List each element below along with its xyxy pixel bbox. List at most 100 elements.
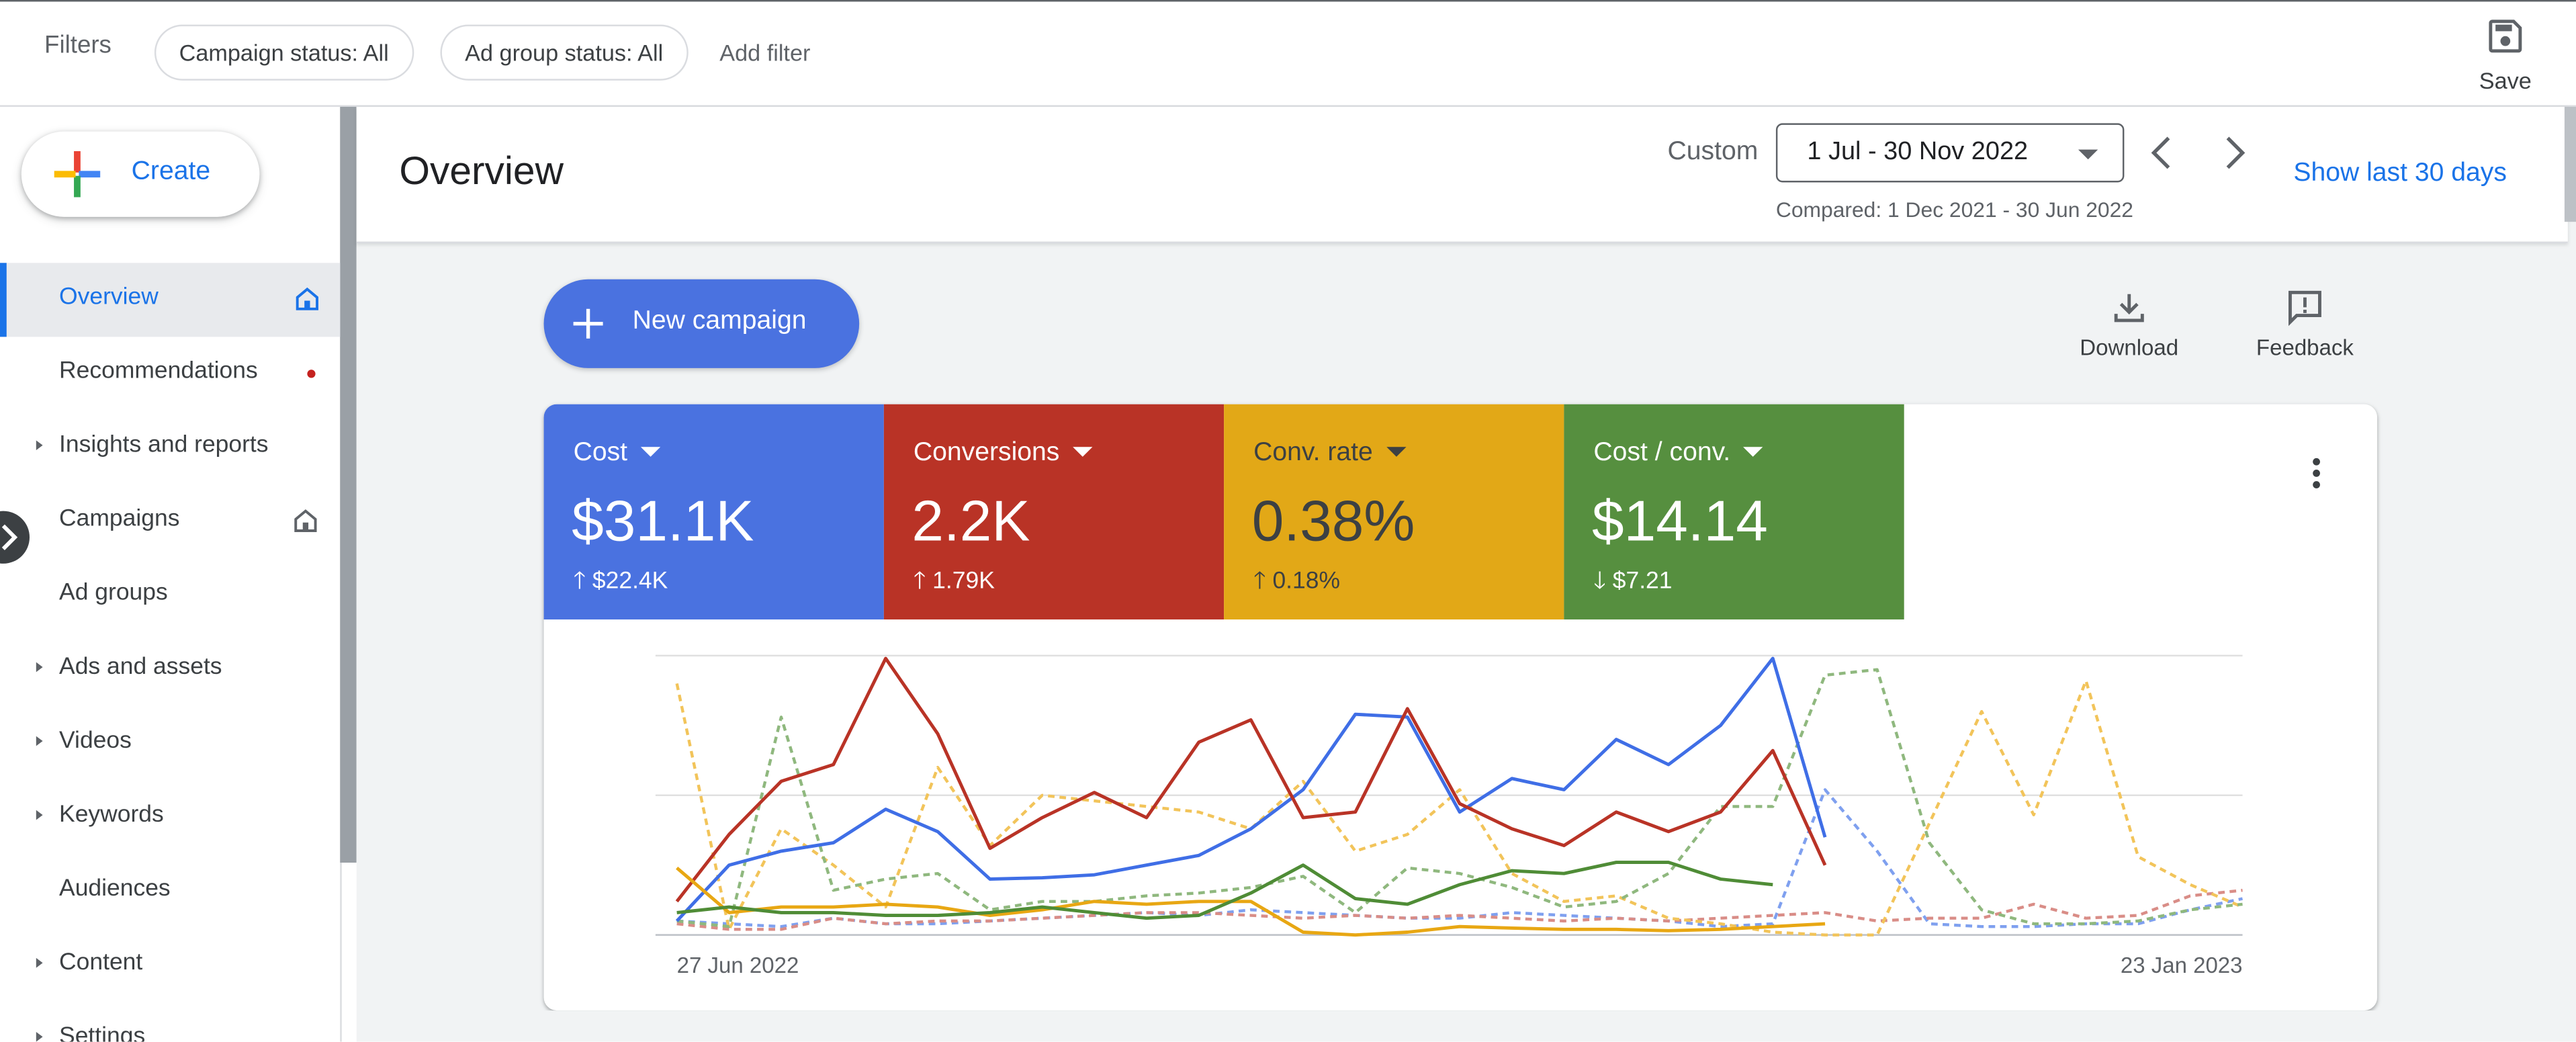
dropdown-arrow-icon (1743, 447, 1764, 457)
sidebar-item-label: Recommendations (59, 358, 258, 385)
page-title: Overview (399, 149, 564, 194)
create-label: Create (131, 157, 211, 186)
new-campaign-label: New campaign (632, 307, 807, 335)
chevron-right-icon (2226, 136, 2246, 169)
show-last-30-days-link[interactable]: Show last 30 days (2293, 159, 2507, 187)
sidebar-item-ads-and-assets[interactable]: Ads and assets (0, 633, 340, 707)
date-range-value: 1 Jul - 30 Nov 2022 (1807, 138, 2029, 167)
metric-tile-cost-per-conv[interactable]: Cost / conv. $14.14 🡓 $7.21 (1564, 404, 1904, 620)
performance-card: Cost $31.1K 🡑 $22.4K Conversions 2.2K 🡑 … (543, 404, 2378, 1011)
sidebar-item-videos[interactable]: Videos (0, 707, 340, 781)
campaign-status-filter-chip[interactable]: Campaign status: All (154, 24, 414, 81)
metric-tile-cost[interactable]: Cost $31.1K 🡑 $22.4K (543, 404, 884, 620)
download-button[interactable]: Download (2070, 284, 2188, 366)
sidebar-item-label: Ad groups (59, 580, 168, 607)
active-indicator (0, 263, 7, 337)
dropdown-arrow-icon (1386, 447, 1406, 457)
metric-name: Conv. rate (1253, 439, 1373, 467)
series-line-cost-current (675, 656, 1827, 922)
previous-period-button[interactable] (2144, 132, 2180, 175)
series-line-conversions-previous (676, 888, 2243, 931)
collapse-sidebar-button[interactable] (0, 511, 30, 564)
plus-multicolor-icon (54, 151, 101, 198)
metric-value: $14.14 (1591, 489, 1768, 554)
metric-delta: 1.79K (932, 568, 995, 595)
comparison-range-text: Compared: 1 Dec 2021 - 30 Jun 2022 (1775, 197, 2133, 222)
series-line-conversions-current (675, 656, 1827, 903)
metric-delta: 0.18% (1272, 568, 1341, 595)
next-period-button[interactable] (2216, 132, 2252, 175)
metric-name: Conversions (913, 439, 1060, 467)
date-range-type-label: Custom (1667, 138, 1759, 167)
download-label: Download (2080, 335, 2179, 360)
metric-name: Cost (573, 439, 628, 467)
series-line-conv-rate-previous (675, 679, 2244, 937)
metric-value: 0.38% (1251, 489, 1415, 554)
expand-caret-icon (36, 662, 43, 672)
arrow-down-icon: 🡓 (1593, 568, 1606, 595)
more-options-button[interactable] (2300, 453, 2333, 493)
sidebar-item-ad-groups[interactable]: Ad groups (0, 559, 340, 633)
performance-chart: 27 Jun 2022 23 Jan 2023 (655, 654, 2244, 978)
metric-delta: $22.4K (592, 568, 668, 595)
dropdown-arrow-icon (1072, 447, 1093, 457)
sidebar-scrollbar[interactable] (340, 106, 357, 863)
expand-caret-icon (36, 1031, 43, 1042)
feedback-icon (2288, 290, 2321, 327)
sidebar-item-settings[interactable]: Settings (0, 1002, 340, 1042)
home-icon (294, 509, 317, 532)
x-axis-start-label: 27 Jun 2022 (677, 953, 799, 978)
save-button[interactable]: Save (2464, 13, 2546, 99)
new-campaign-button[interactable]: New campaign (543, 279, 860, 368)
more-vert-icon (2313, 458, 2320, 488)
expand-caret-icon (36, 810, 43, 820)
sidebar-item-overview[interactable]: Overview (0, 263, 341, 337)
feedback-label: Feedback (2256, 335, 2354, 360)
download-icon (2114, 294, 2144, 322)
date-range-select[interactable]: 1 Jul - 30 Nov 2022 (1775, 123, 2125, 183)
sidebar-item-label: Content (59, 949, 143, 976)
content-background (543, 1010, 2378, 1042)
metric-value: $31.1K (572, 489, 754, 554)
series-line-conv-rate-current (676, 867, 1826, 937)
dropdown-arrow-icon (2078, 149, 2098, 160)
feedback-button[interactable]: Feedback (2248, 284, 2362, 366)
expand-caret-icon (36, 440, 43, 451)
page-scrollbar[interactable] (2564, 106, 2576, 222)
series-line-cost-previous (676, 788, 2243, 928)
chevron-right-icon (1, 524, 18, 550)
metric-value: 2.2K (912, 489, 1030, 554)
sidebar-item-audiences[interactable]: Audiences (0, 855, 340, 928)
plus-icon (573, 308, 603, 339)
create-button[interactable]: Create (21, 131, 260, 217)
metric-tile-conversions[interactable]: Conversions 2.2K 🡑 1.79K (883, 404, 1225, 620)
sidebar-item-label: Overview (59, 284, 159, 311)
sidebar-item-campaigns[interactable]: Campaigns (0, 485, 340, 559)
sidebar-item-insights-and-reports[interactable]: Insights and reports (0, 410, 340, 484)
sidebar (0, 106, 342, 1042)
x-axis-end-label: 23 Jan 2023 (2121, 953, 2243, 978)
expand-caret-icon (36, 736, 43, 746)
save-icon (2489, 19, 2522, 53)
home-icon (296, 287, 318, 310)
sidebar-item-label: Settings (59, 1023, 146, 1042)
notification-dot (307, 370, 316, 378)
series-line-cost-conv-current (676, 861, 1773, 920)
sidebar-item-label: Campaigns (59, 506, 180, 533)
sidebar-item-label: Audiences (59, 875, 171, 902)
filters-label: Filters (44, 31, 112, 60)
sidebar-item-label: Ads and assets (59, 654, 222, 681)
sidebar-item-recommendations[interactable]: Recommendations (0, 337, 340, 410)
ad-group-status-filter-chip[interactable]: Ad group status: All (440, 24, 688, 81)
metric-delta: $7.21 (1612, 568, 1673, 595)
sidebar-item-content[interactable]: Content (0, 928, 340, 1002)
metric-tile-conv-rate[interactable]: Conv. rate 0.38% 🡑 0.18% (1224, 404, 1564, 620)
add-filter-button[interactable]: Add filter (719, 39, 811, 66)
metric-name: Cost / conv. (1593, 439, 1731, 467)
sidebar-item-label: Videos (59, 728, 132, 754)
filter-bar (0, 0, 2576, 107)
chevron-left-icon (2151, 136, 2170, 169)
sidebar-item-keywords[interactable]: Keywords (0, 781, 340, 855)
save-label: Save (2479, 67, 2532, 94)
sidebar-item-label: Insights and reports (59, 432, 269, 459)
